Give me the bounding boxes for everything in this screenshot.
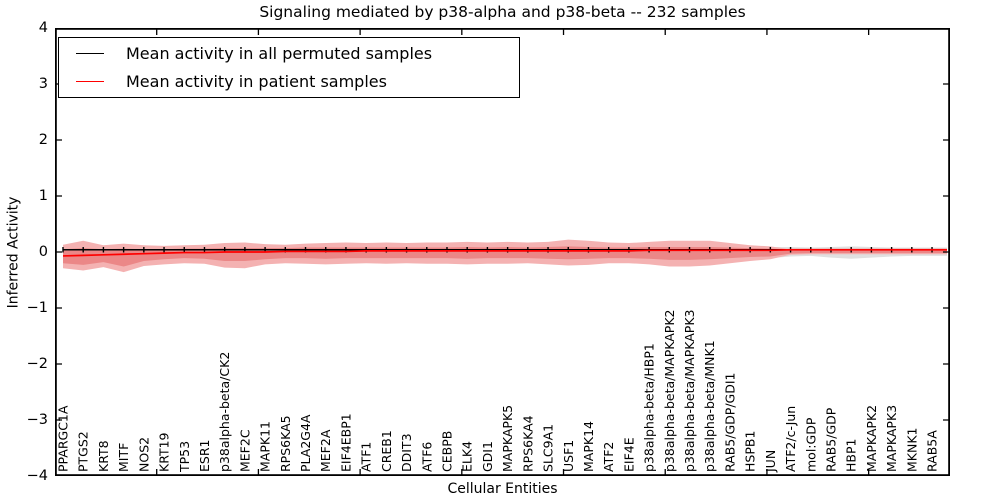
x-tick-label: MKNK1	[904, 428, 919, 472]
legend-line-black	[76, 52, 104, 54]
x-tick-label: ESR1	[197, 440, 212, 472]
x-tick-label: CREB1	[379, 430, 394, 472]
legend-line-red	[76, 81, 104, 83]
x-tick-label: ATF1	[359, 442, 374, 472]
x-tick-label: p38alpha-beta/HBP1	[642, 343, 657, 472]
x-tick-label: mol:GDP	[803, 417, 818, 472]
y-tick-label: 0	[38, 244, 48, 260]
x-tick-label: RAB5/GDP/GDI1	[722, 373, 737, 472]
y-tick-label: −1	[26, 300, 48, 316]
x-tick-label: p38alpha-beta/MAPKAPK3	[682, 310, 697, 473]
y-tick-label: −3	[26, 412, 48, 428]
legend-label-patient: Mean activity in patient samples	[126, 72, 387, 92]
x-tick-label: ATF2/c-Jun	[783, 406, 798, 472]
legend-label-permuted: Mean activity in all permuted samples	[126, 43, 433, 63]
x-tick-label: MAPK11	[258, 421, 273, 472]
x-tick-label: EIF4E	[621, 437, 636, 472]
x-tick-label: MEF2A	[318, 429, 333, 472]
y-tick-label: −2	[26, 356, 48, 372]
x-tick-label: p38alpha-beta/MNK1	[702, 340, 717, 472]
legend-item-permuted: Mean activity in all permuted samples	[59, 40, 519, 66]
x-tick-label: RAB5/GDP	[823, 407, 838, 472]
y-tick-label: −4	[26, 468, 48, 484]
plot-border	[55, 28, 950, 476]
x-tick-label: MAPK14	[581, 421, 596, 472]
y-tick-label: 1	[38, 188, 48, 204]
x-tick-label: EIF4EBP1	[338, 413, 353, 472]
x-tick-label: MAPKAPK3	[884, 405, 899, 472]
x-tick-label: USF1	[561, 440, 576, 472]
x-tick-label: DDIT3	[399, 433, 414, 472]
x-tick-label: MAPKAPK5	[500, 405, 515, 472]
x-tick-label: ATF6	[419, 442, 434, 472]
x-tick-label: PLA2G4A	[298, 414, 313, 472]
x-tick-label: KRT19	[157, 432, 172, 472]
x-tick-label: CEBPB	[439, 431, 454, 472]
y-tick-label: 4	[38, 20, 48, 36]
x-tick-label: p38alpha-beta/CK2	[217, 352, 232, 472]
x-axis-label: Cellular Entities	[447, 481, 558, 497]
legend-item-patient: Mean activity in patient samples	[59, 69, 519, 95]
x-tick-label: PPARGC1A	[56, 405, 71, 472]
plot-svg: PPARGC1A PTGS2 KRT8 MITF NOS2 KRT19 TP53 ESR1 p3…	[55, 28, 950, 476]
y-tick-label: 2	[38, 132, 48, 148]
x-tick-label: MAPKAPK2	[864, 405, 879, 472]
x-tick-label: RAB5A	[925, 430, 940, 472]
x-tick-label: RPS6KA5	[278, 415, 293, 472]
x-tick-label: ELK4	[460, 441, 475, 472]
chart-title: Signaling mediated by p38-alpha and p38-…	[259, 3, 746, 21]
x-tick-label: PTGS2	[76, 431, 91, 472]
x-tick-label: NOS2	[136, 437, 151, 472]
x-tick-label: MEF2C	[237, 429, 252, 472]
x-tick-label: TP53	[177, 441, 192, 473]
x-tick-label: p38alpha-beta/MAPKAPK2	[662, 310, 677, 473]
x-tick-label: GDI1	[480, 441, 495, 472]
x-tick-label: HBP1	[844, 439, 859, 472]
x-tick-label: JUN	[763, 450, 778, 473]
x-tick-label: KRT8	[96, 440, 111, 472]
y-tick-label: 3	[38, 76, 48, 92]
x-tick-label: RPS6KA4	[520, 415, 535, 472]
legend: Mean activity in all permuted samples Me…	[58, 37, 520, 98]
x-tick-label: SLC9A1	[541, 424, 556, 472]
x-tick-label: ATF2	[601, 442, 616, 472]
patient-mean-line	[62, 248, 947, 257]
x-tick-label: HSPB1	[743, 431, 758, 472]
x-tick-label: MITF	[116, 443, 131, 472]
